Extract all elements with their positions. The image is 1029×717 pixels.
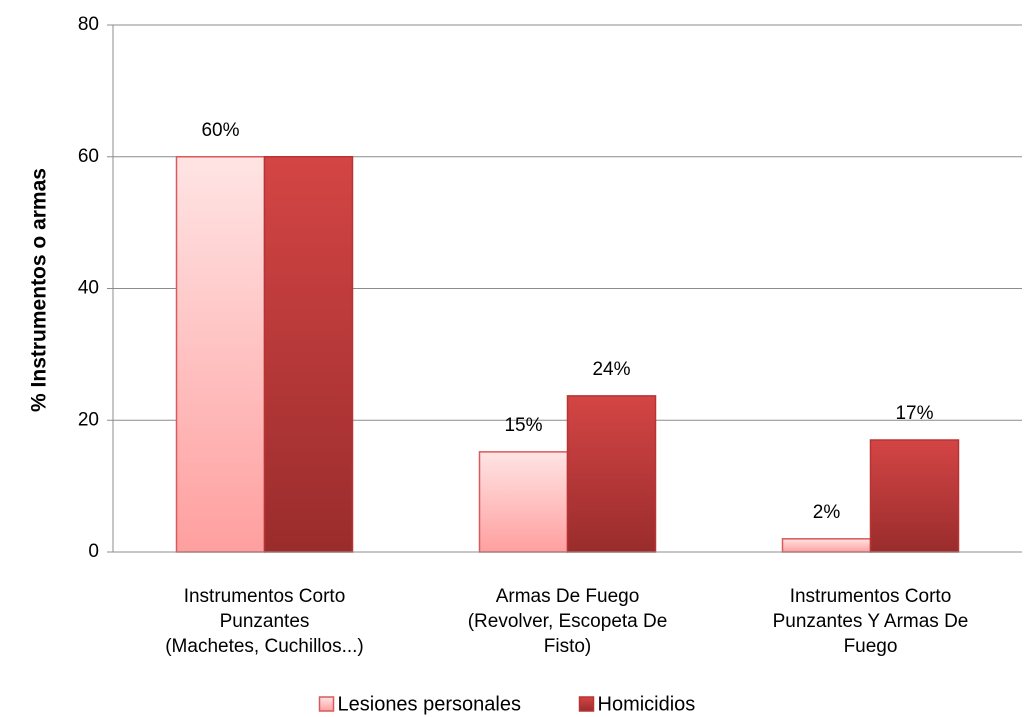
bar [781,538,872,553]
y-axis-title: % Instrumentos o armas [28,168,51,412]
legend-swatch [578,696,595,712]
bar [869,439,960,553]
y-tick-label: 80 [78,14,99,35]
bar [566,395,657,553]
y-tick-label: 40 [78,278,99,299]
data-label: 60% [201,120,239,141]
data-label: 15% [504,415,542,436]
data-label: 17% [895,403,933,424]
legend-label: Lesiones personales [338,693,521,715]
y-tick-label: 60 [78,146,99,167]
legend-label: Homicidios [598,693,696,715]
x-tick-label: Armas De Fuego (Revolver, Escopeta De Fi… [467,586,668,657]
x-tick-label: Instrumentos Corto Punzantes Y Armas De … [772,586,969,657]
x-tick-label: Instrumentos Corto Punzantes (Machetes, … [165,586,364,657]
y-tick-label: 0 [88,541,99,562]
bar [175,156,266,553]
y-tick-label: 20 [78,409,99,430]
data-label: 2% [813,502,841,523]
bar [478,451,569,553]
legend-swatch [318,696,335,712]
data-label: 24% [592,359,630,380]
bar [263,156,354,553]
